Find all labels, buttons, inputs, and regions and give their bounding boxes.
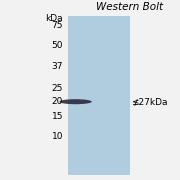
Text: 25: 25	[52, 84, 63, 93]
Text: kDa: kDa	[45, 14, 63, 23]
Text: 20: 20	[52, 97, 63, 106]
Text: 15: 15	[51, 112, 63, 121]
Text: Western Bolt: Western Bolt	[96, 2, 163, 12]
Text: 37: 37	[51, 62, 63, 71]
Text: ≰27kDa: ≰27kDa	[131, 97, 168, 106]
Text: 10: 10	[51, 132, 63, 141]
Ellipse shape	[59, 99, 92, 104]
Text: 50: 50	[51, 40, 63, 50]
Bar	[68, 16, 130, 175]
Text: 75: 75	[51, 21, 63, 30]
